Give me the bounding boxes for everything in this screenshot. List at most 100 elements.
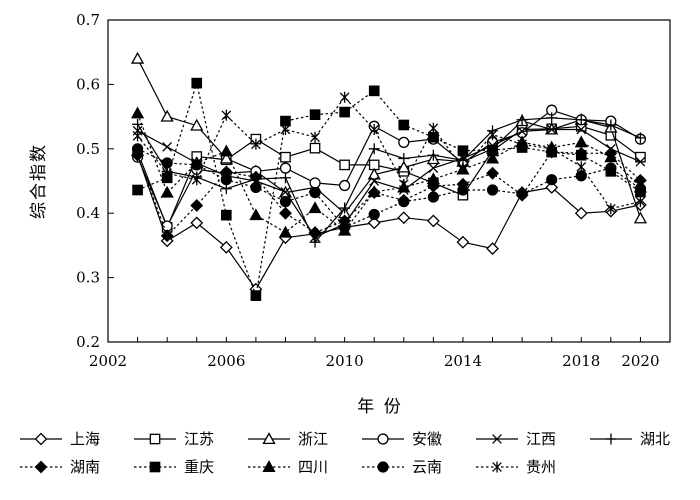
data-point <box>369 176 380 186</box>
series-line <box>137 125 641 230</box>
series-6 <box>132 112 646 248</box>
data-point <box>517 138 527 150</box>
data-point <box>492 461 502 473</box>
data-point <box>262 460 276 473</box>
data-point <box>516 188 528 200</box>
legend-item: 浙江 <box>248 430 328 448</box>
data-point <box>221 109 232 121</box>
data-point <box>398 136 410 148</box>
data-point <box>546 174 558 186</box>
data-point <box>517 126 527 137</box>
data-point <box>576 124 587 135</box>
data-point <box>339 221 351 233</box>
series-layer <box>130 51 648 301</box>
data-point <box>486 242 499 256</box>
series-line <box>137 155 641 291</box>
data-point <box>130 106 145 119</box>
data-point <box>545 181 559 194</box>
data-point <box>309 142 321 154</box>
data-point <box>280 123 291 135</box>
data-point <box>492 434 502 444</box>
data-point <box>457 184 469 196</box>
data-point <box>377 433 389 445</box>
data-point <box>605 162 617 174</box>
legend-label: 江西 <box>526 430 556 448</box>
data-point <box>278 225 293 238</box>
data-point <box>546 124 557 135</box>
data-point <box>367 216 381 230</box>
data-point <box>456 235 470 249</box>
series-line <box>137 148 641 229</box>
series-line <box>137 96 641 210</box>
data-point <box>308 201 322 214</box>
data-point <box>309 177 321 189</box>
data-point <box>398 178 409 190</box>
data-point <box>574 135 588 148</box>
data-point <box>262 432 276 445</box>
data-point <box>605 203 616 215</box>
data-point <box>339 179 351 192</box>
data-point <box>308 226 322 239</box>
data-point <box>426 214 440 228</box>
data-point <box>309 109 321 120</box>
data-point <box>427 149 439 161</box>
data-point <box>428 163 439 173</box>
series-10 <box>131 143 647 233</box>
series-11 <box>132 91 646 215</box>
x-tick-label: 2014 <box>444 352 482 370</box>
data-point <box>368 85 380 97</box>
legend-label: 湖北 <box>640 430 670 448</box>
legend-label: 湖南 <box>70 458 100 476</box>
data-point <box>162 167 173 179</box>
data-point <box>132 184 143 196</box>
data-point <box>220 174 232 186</box>
legend-item: 四川 <box>248 458 328 476</box>
data-point <box>428 122 439 134</box>
legend-label: 贵州 <box>526 458 556 476</box>
plot-frame <box>107 19 671 343</box>
series-line <box>137 58 641 219</box>
y-axis-title: 综合指数 <box>29 143 49 219</box>
data-point <box>576 161 587 173</box>
data-point <box>160 229 174 243</box>
data-point <box>398 152 410 164</box>
data-point <box>160 185 174 198</box>
x-axis: 2002 2006 2010 2014 2018 2020 <box>89 337 671 370</box>
legend-item: 贵州 <box>476 458 556 476</box>
data-point <box>190 118 204 131</box>
legend-item: 重庆 <box>134 458 214 476</box>
data-point <box>279 206 292 220</box>
x-tick-label: 2006 <box>207 352 245 370</box>
data-point <box>279 172 291 184</box>
data-point <box>575 149 587 161</box>
series-line <box>137 113 641 234</box>
legend-item: 江西 <box>476 430 556 448</box>
data-point <box>377 461 389 473</box>
data-point <box>161 157 173 169</box>
data-point <box>546 112 558 124</box>
data-point <box>398 196 410 208</box>
data-point <box>339 159 350 171</box>
legend-item: 云南 <box>362 458 442 476</box>
data-point <box>339 91 350 103</box>
data-point <box>457 145 469 157</box>
data-point <box>251 138 261 150</box>
legend-item: 湖北 <box>590 430 670 448</box>
data-point <box>368 143 380 155</box>
x-tick-label: 2002 <box>89 352 127 370</box>
data-point <box>397 160 411 173</box>
y-tick-label: 0.4 <box>76 204 100 222</box>
data-point <box>516 114 528 126</box>
data-point <box>485 151 500 164</box>
data-point <box>191 77 203 89</box>
data-point <box>130 51 145 64</box>
data-point <box>191 174 202 186</box>
data-point <box>487 129 498 141</box>
legend-item: 江苏 <box>134 430 214 448</box>
data-point <box>427 191 439 203</box>
data-point <box>368 208 380 221</box>
data-point <box>280 187 291 197</box>
data-point <box>131 143 144 155</box>
data-point <box>250 290 262 301</box>
